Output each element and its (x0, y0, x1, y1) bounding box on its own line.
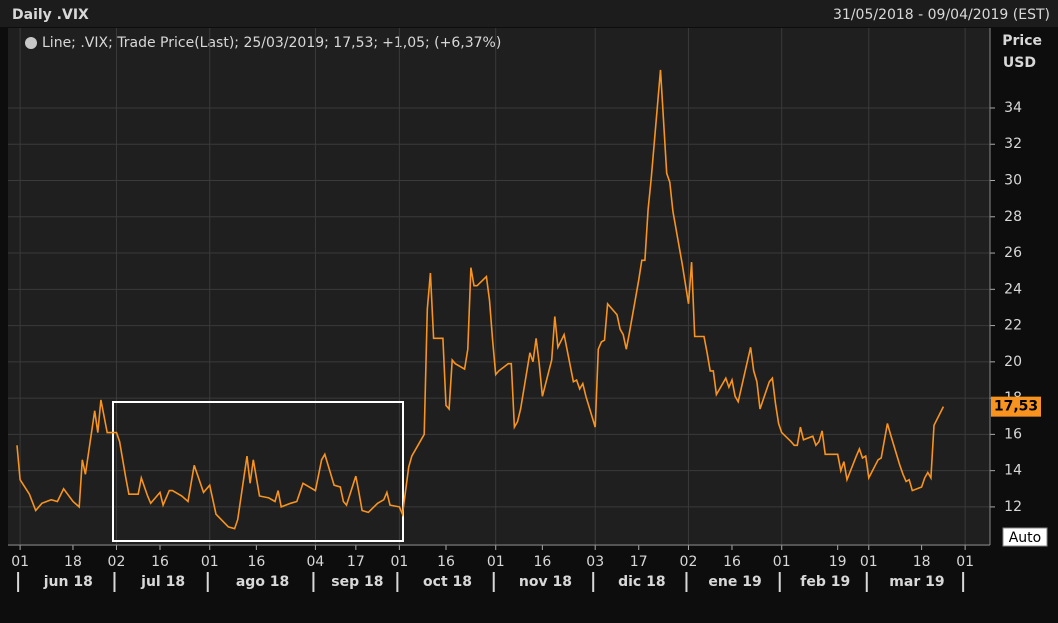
x-tick-label: 01 (956, 554, 974, 570)
x-tick-label: 18 (64, 554, 82, 570)
month-label: sep 18 (331, 574, 383, 590)
plot-area (8, 28, 990, 546)
chart-title: Daily .VIX (12, 7, 89, 23)
x-tick-label: 01 (860, 554, 878, 570)
y-tick-label: 16 (1004, 426, 1022, 442)
x-tick-label: 02 (108, 554, 126, 570)
x-tick-label: 01 (773, 554, 791, 570)
month-label: ene 19 (708, 574, 761, 590)
series-line (16, 69, 945, 530)
x-tick-label: 17 (630, 554, 648, 570)
x-tick-label: 16 (151, 554, 169, 570)
x-tick-label: 02 (680, 554, 698, 570)
month-label: oct 18 (423, 574, 472, 590)
x-tick-label: 01 (390, 554, 408, 570)
month-label: jul 18 (140, 574, 185, 590)
month-label: mar 19 (889, 574, 944, 590)
month-label: jun 18 (43, 574, 93, 590)
x-tick-label: 16 (247, 554, 265, 570)
y-axis-label: Price (1002, 33, 1042, 49)
month-label: ago 18 (236, 574, 289, 590)
x-tick-label: 04 (307, 554, 325, 570)
y-tick-label: 14 (1004, 463, 1022, 479)
header-bar (0, 0, 1058, 27)
month-label: feb 19 (800, 574, 850, 590)
legend: Line; .VIX; Trade Price(Last); 25/03/201… (25, 35, 501, 51)
annotation-box (112, 401, 404, 542)
change-label: +1,05; (+6,37%) (382, 35, 501, 51)
x-tick-label: 03 (586, 554, 604, 570)
x-tick-label: 16 (533, 554, 551, 570)
y-tick-label: 26 (1004, 245, 1022, 261)
x-tick-label: 01 (487, 554, 505, 570)
x-tick-label: 17 (347, 554, 365, 570)
y-axis-label: USD (1003, 55, 1036, 71)
x-tick-label: 19 (829, 554, 847, 570)
x-tick-label: 01 (11, 554, 29, 570)
x-tick-label: 01 (201, 554, 219, 570)
last-value-box (991, 396, 1041, 417)
y-tick-label: 24 (1004, 281, 1022, 297)
month-label: dic 18 (618, 574, 665, 590)
y-tick-label: 28 (1004, 209, 1022, 225)
auto-button[interactable]: Auto (1002, 527, 1048, 547)
y-tick-label: 30 (1004, 173, 1022, 189)
last-value-label: 17,53 (994, 399, 1038, 415)
y-tick-label: 12 (1004, 499, 1022, 515)
x-tick-label: 16 (723, 554, 741, 570)
x-tick-label: 16 (437, 554, 455, 570)
month-label: nov 18 (519, 574, 572, 590)
date-range: 31/05/2018 - 09/04/2019 (EST) (833, 7, 1050, 23)
auto-button-label: Auto (1009, 530, 1042, 546)
auto-button-bg (1002, 527, 1048, 547)
y-tick-label: 20 (1004, 354, 1022, 370)
x-tick-label: 18 (913, 554, 931, 570)
y-tick-label: 34 (1004, 100, 1022, 116)
legend-icon (25, 37, 37, 49)
y-tick-label: 32 (1004, 136, 1022, 152)
y-tick-label: 22 (1004, 318, 1022, 334)
